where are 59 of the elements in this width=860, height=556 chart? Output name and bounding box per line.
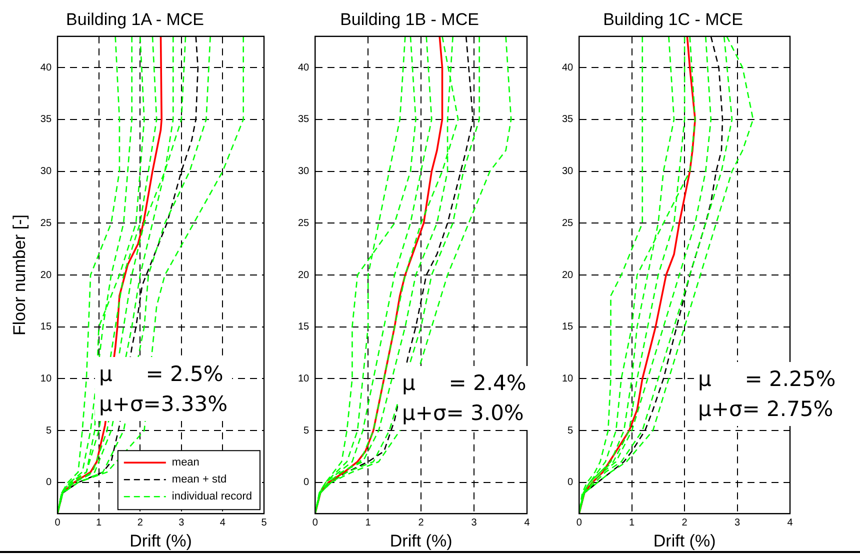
y-tick-label: 35 <box>40 114 52 126</box>
legend-label: mean + std <box>172 474 227 486</box>
y-tick-label: 40 <box>298 62 310 74</box>
y-tick-label: 5 <box>568 425 574 436</box>
y-tick-label: 20 <box>562 270 574 281</box>
x-tick-label: 0 <box>54 517 61 528</box>
annotation: μ+σ=3.33% <box>99 391 228 418</box>
annotation: μ+σ= 2.75% <box>698 396 834 423</box>
annotation: μ = 2.25% <box>698 366 836 393</box>
x-tick-label: 4 <box>787 517 794 528</box>
y-tick-label: 40 <box>562 62 574 74</box>
x-tick-label: 0 <box>312 517 318 528</box>
y-tick-label: 35 <box>562 114 574 126</box>
y-tick-label: 20 <box>298 270 310 281</box>
y-tick-label: 25 <box>562 218 574 229</box>
x-tick-label: 3 <box>471 517 478 528</box>
y-tick-label: 30 <box>40 166 52 178</box>
chart-title: Building 1C - MCE <box>603 10 743 29</box>
x-tick-label: 1 <box>96 517 102 528</box>
annotation: μ = 2.4% <box>402 370 526 397</box>
x-axis-title: Drift (%) <box>653 531 716 550</box>
y-tick-label: 25 <box>298 218 310 229</box>
chart-title: Building 1A - MCE <box>66 10 204 29</box>
chart-title: Building 1B - MCE <box>340 10 479 29</box>
y-tick-label: 15 <box>40 322 52 333</box>
x-axis-title: Drift (%) <box>130 531 192 550</box>
y-tick-label: 10 <box>562 373 574 384</box>
legend-label: individual record <box>172 490 252 503</box>
y-tick-label: 30 <box>298 166 310 178</box>
x-tick-label: 4 <box>524 517 530 528</box>
y-tick-label: 10 <box>298 373 310 384</box>
y-tick-label: 20 <box>40 270 52 281</box>
x-axis-title: Drift (%) <box>390 531 452 550</box>
x-tick-label: 2 <box>682 517 688 528</box>
annotation: μ+σ= 3.0% <box>402 400 525 427</box>
y-tick-label: 30 <box>562 166 574 178</box>
legend-label: mean <box>172 456 200 469</box>
x-tick-label: 3 <box>734 517 740 528</box>
y-tick-label: 0 <box>568 477 574 488</box>
y-tick-label: 5 <box>304 425 310 436</box>
x-tick-label: 2 <box>137 517 144 528</box>
y-tick-label: 5 <box>46 425 52 436</box>
annotation: μ = 2.5% <box>99 361 224 388</box>
x-tick-label: 0 <box>576 517 582 528</box>
y-tick-label: 10 <box>40 373 52 384</box>
x-tick-label: 4 <box>220 517 226 528</box>
x-tick-label: 3 <box>178 517 185 528</box>
y-tick-label: 25 <box>40 218 52 229</box>
x-tick-label: 5 <box>261 517 268 528</box>
x-tick-label: 1 <box>365 517 372 528</box>
y-axis-title: Floor number [-] <box>10 214 29 336</box>
y-tick-label: 35 <box>298 114 310 126</box>
y-tick-label: 0 <box>46 477 52 488</box>
x-tick-label: 2 <box>418 517 424 528</box>
y-tick-label: 15 <box>298 322 310 333</box>
x-tick-label: 1 <box>629 517 636 528</box>
y-tick-label: 15 <box>562 322 574 333</box>
y-tick-label: 40 <box>40 62 52 74</box>
y-tick-label: 0 <box>304 477 310 488</box>
